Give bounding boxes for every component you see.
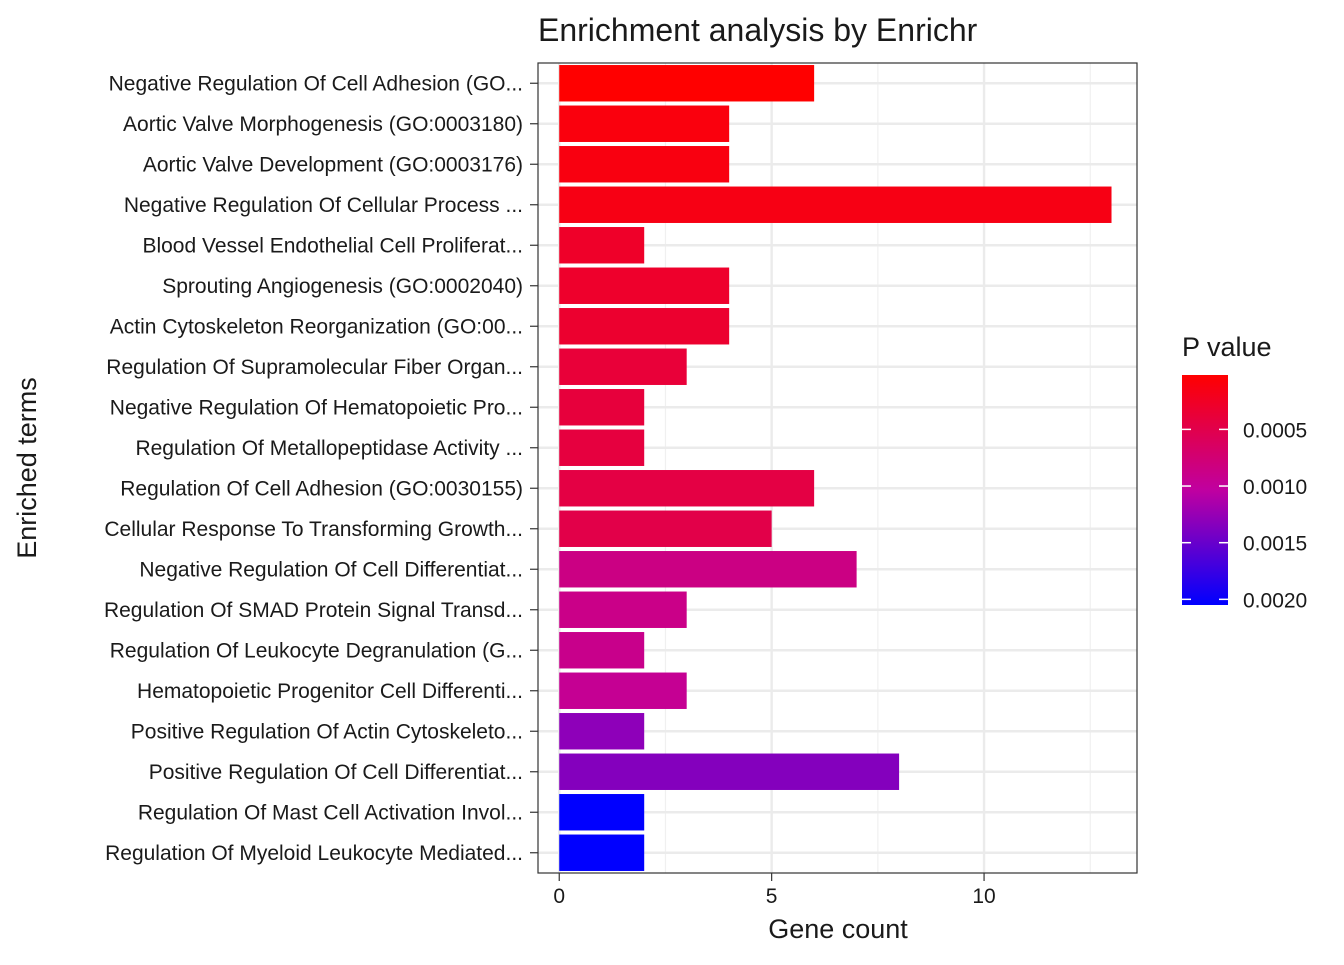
chart-title: Enrichment analysis by Enrichr	[538, 12, 978, 48]
x-axis-label: Gene count	[768, 914, 908, 944]
bar	[559, 389, 645, 426]
legend-tick-label: 0.0020	[1243, 589, 1307, 612]
x-axis: 0 5 10	[553, 873, 996, 908]
y-tick-label: Positive Regulation Of Cell Differentiat…	[149, 761, 523, 784]
legend-colorbar	[1182, 375, 1228, 605]
y-tick-label: Negative Regulation Of Cell Adhesion (GO…	[109, 72, 523, 95]
legend-tick-label: 0.0005	[1243, 419, 1307, 442]
y-tick-label: Regulation Of Metallopeptidase Activity …	[135, 437, 523, 460]
bar	[559, 429, 645, 466]
bars-group	[559, 65, 1112, 871]
legend: P value 0.0005 0.0010 0.0015 0.0020	[1182, 332, 1307, 612]
y-tick-label: Blood Vessel Endothelial Cell Proliferat…	[142, 234, 523, 257]
x-tick-label: 0	[553, 885, 565, 908]
bar	[559, 348, 687, 385]
y-tick-label: Negative Regulation Of Cellular Process …	[124, 194, 523, 217]
y-axis: Negative Regulation Of Cell Adhesion (GO…	[104, 72, 538, 865]
y-tick-label: Regulation Of Leukocyte Degranulation (G…	[110, 639, 523, 662]
x-tick-label: 10	[972, 885, 995, 908]
y-tick-label: Cellular Response To Transforming Growth…	[104, 518, 523, 541]
y-tick-label: Regulation Of Supramolecular Fiber Organ…	[106, 356, 523, 379]
y-tick-label: Regulation Of Mast Cell Activation Invol…	[138, 801, 523, 824]
bar	[559, 65, 815, 102]
bar	[559, 834, 645, 871]
x-tick-label: 5	[766, 885, 778, 908]
y-tick-label: Negative Regulation Of Hematopoietic Pro…	[110, 396, 523, 419]
bar	[559, 186, 1112, 223]
y-tick-label: Actin Cytoskeleton Reorganization (GO:00…	[110, 315, 523, 338]
bar	[559, 267, 730, 304]
y-tick-label: Regulation Of Cell Adhesion (GO:0030155)	[120, 477, 523, 500]
bar	[559, 146, 730, 183]
bar	[559, 470, 815, 507]
bar	[559, 632, 645, 669]
bar	[559, 308, 730, 345]
y-tick-label: Aortic Valve Morphogenesis (GO:0003180)	[123, 113, 523, 136]
legend-ticks: 0.0005 0.0010 0.0015 0.0020	[1182, 419, 1307, 612]
y-tick-label: Sprouting Angiogenesis (GO:0002040)	[162, 275, 523, 298]
legend-tick-label: 0.0015	[1243, 533, 1307, 556]
bar	[559, 753, 900, 790]
y-tick-label: Regulation Of SMAD Protein Signal Transd…	[104, 599, 523, 622]
bar	[559, 105, 730, 142]
legend-title: P value	[1182, 332, 1272, 362]
y-tick-label: Regulation Of Myeloid Leukocyte Mediated…	[105, 842, 523, 865]
y-tick-label: Hematopoietic Progenitor Cell Differenti…	[137, 680, 523, 703]
bar	[559, 510, 772, 547]
bar	[559, 713, 645, 750]
bar	[559, 591, 687, 628]
y-axis-label: Enriched terms	[12, 377, 42, 559]
bar	[559, 794, 645, 831]
plot-border	[537, 62, 1138, 874]
bar	[559, 672, 687, 709]
y-tick-label: Positive Regulation Of Actin Cytoskeleto…	[131, 720, 523, 743]
legend-tick-label: 0.0010	[1243, 476, 1307, 499]
plot-panel	[538, 63, 1137, 873]
bar	[559, 227, 645, 264]
y-tick-label: Negative Regulation Of Cell Differentiat…	[139, 558, 523, 581]
y-tick-label: Aortic Valve Development (GO:0003176)	[143, 153, 523, 176]
bar	[559, 551, 857, 588]
